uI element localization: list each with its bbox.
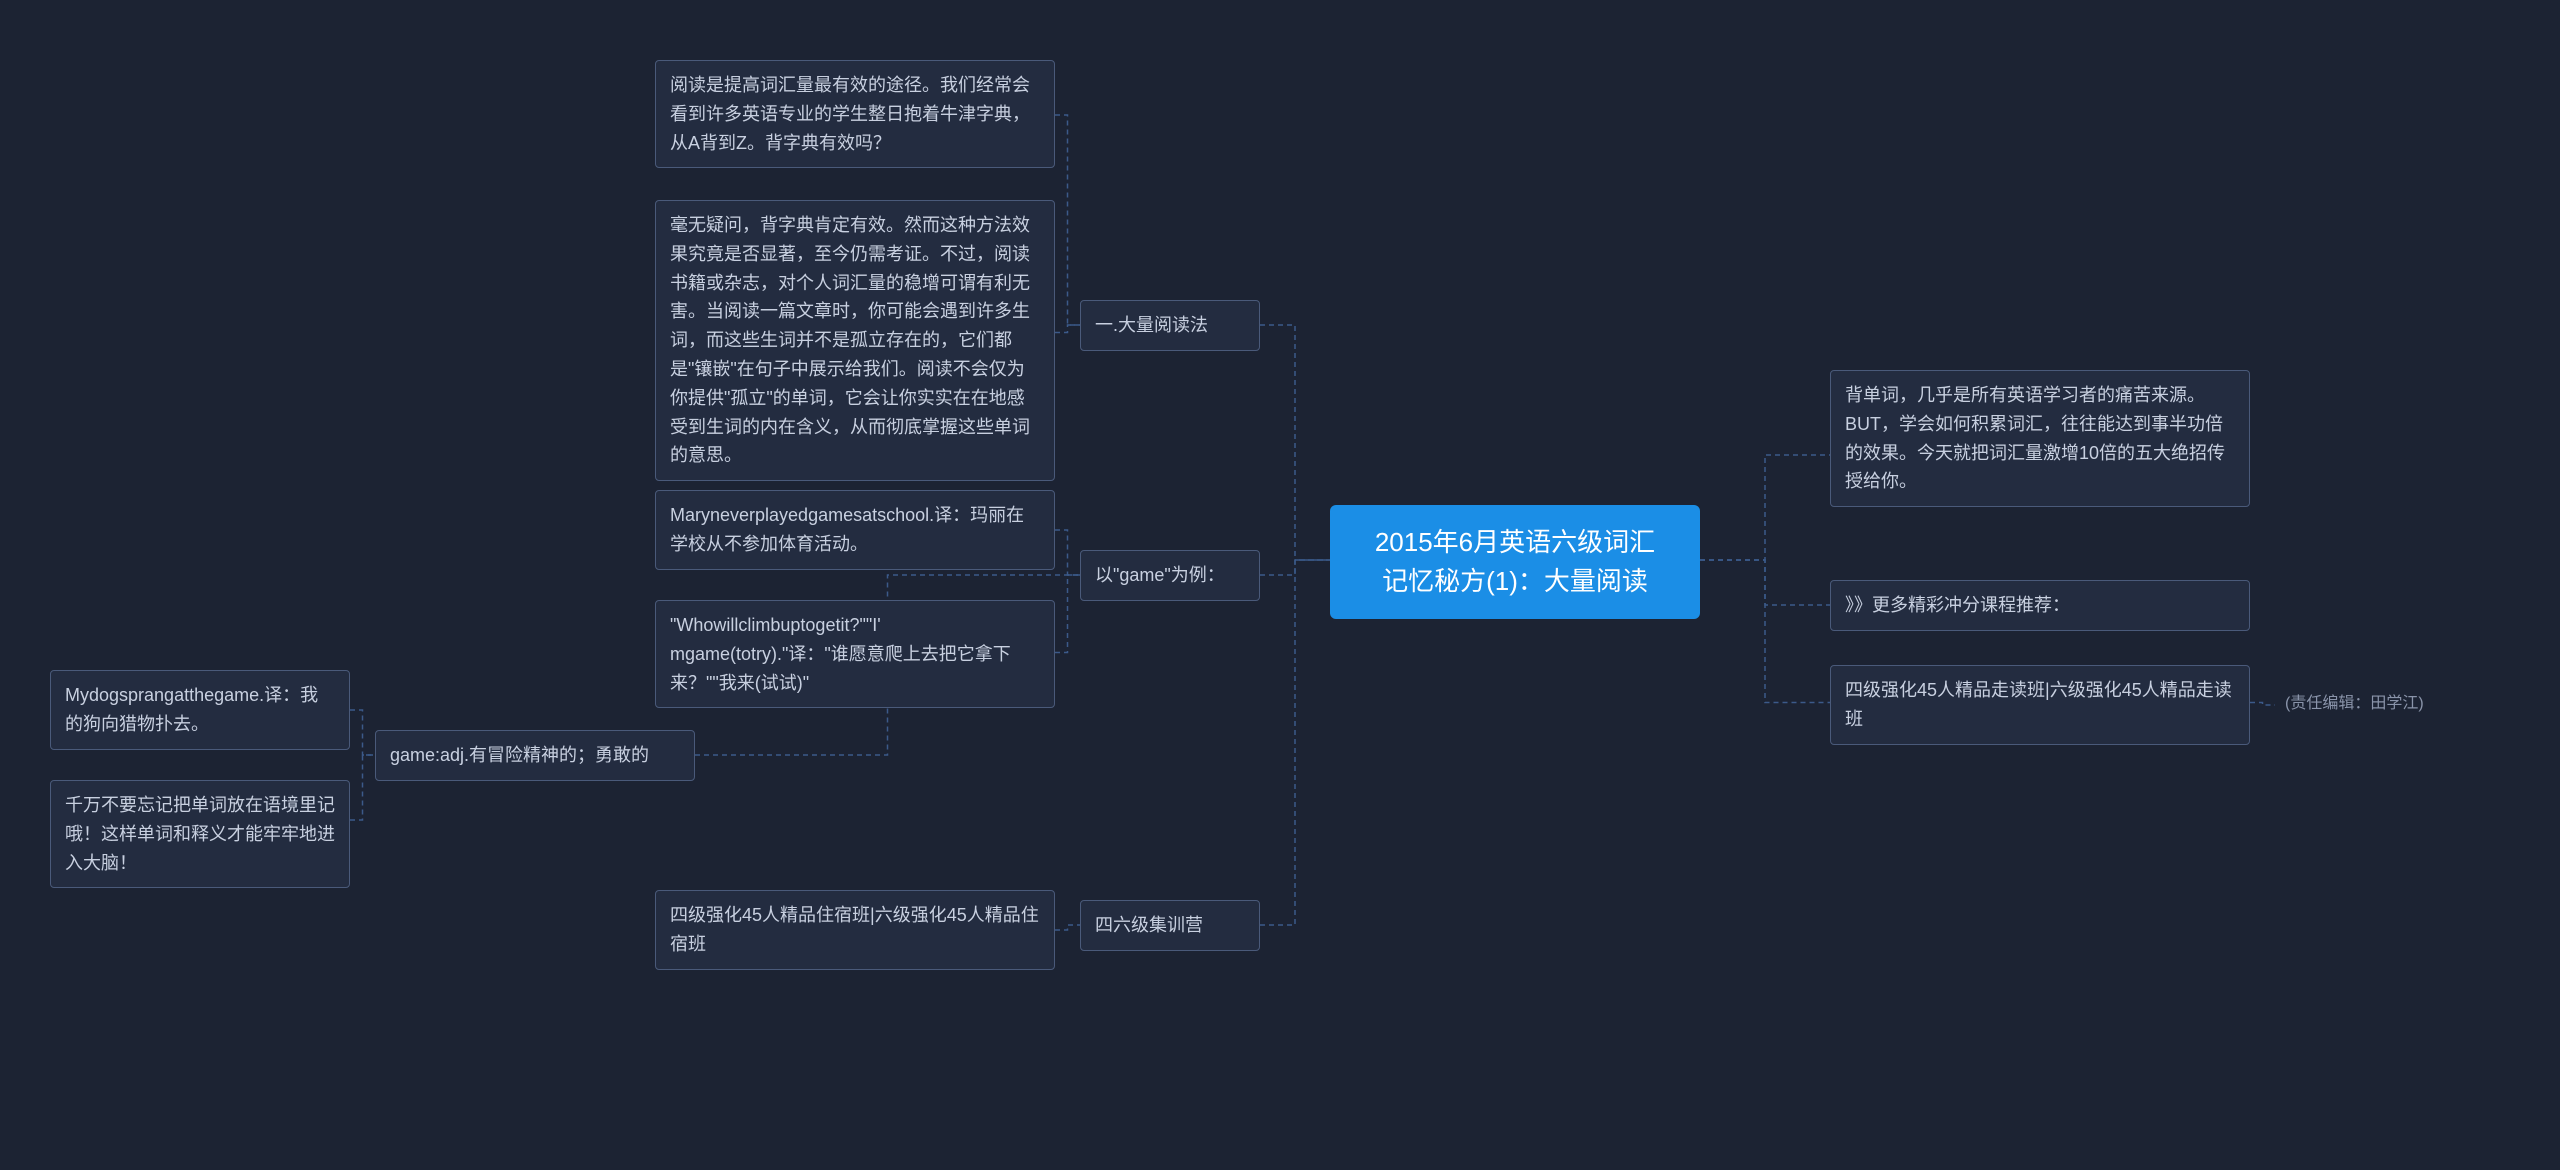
game-adj-node: game:adj.有冒险精神的；勇敢的: [375, 730, 695, 781]
class45-node: 四级强化45人精品走读班|六级强化45人精品走读班: [1830, 665, 2250, 745]
editor-node: (责任编辑：田学江): [2275, 685, 2495, 723]
method1-node: 一.大量阅读法: [1080, 300, 1260, 351]
reading2-node: 毫无疑问，背字典肯定有效。然而这种方法效果究竟是否显著，至今仍需考证。不过，阅读…: [655, 200, 1055, 481]
game-title-node: 以"game"为例：: [1080, 550, 1260, 601]
camp-node: 四六级集训营: [1080, 900, 1260, 951]
game-ex2-node: "Whowillclimbuptogetit?""I' mgame(totry)…: [655, 600, 1055, 708]
game-ex4-node: 千万不要忘记把单词放在语境里记哦！这样单词和释义才能牢牢地进入大脑！: [50, 780, 350, 888]
intro-node: 背单词，几乎是所有英语学习者的痛苦来源。BUT，学会如何积累词汇，往往能达到事半…: [1830, 370, 2250, 507]
root-line2: 记忆秘方(1)：大量阅读: [1354, 562, 1676, 601]
root-line1: 2015年6月英语六级词汇: [1354, 523, 1676, 562]
reading1-node: 阅读是提高词汇量最有效的途径。我们经常会看到许多英语专业的学生整日抱着牛津字典，…: [655, 60, 1055, 168]
more-node: 》》更多精彩冲分课程推荐：: [1830, 580, 2250, 631]
camp-detail-node: 四级强化45人精品住宿班|六级强化45人精品住宿班: [655, 890, 1055, 970]
game-ex3-node: Mydogsprangatthegame.译：我的狗向猎物扑去。: [50, 670, 350, 750]
root-node: 2015年6月英语六级词汇 记忆秘方(1)：大量阅读: [1330, 505, 1700, 619]
game-ex1-node: Maryneverplayedgamesatschool.译：玛丽在学校从不参加…: [655, 490, 1055, 570]
